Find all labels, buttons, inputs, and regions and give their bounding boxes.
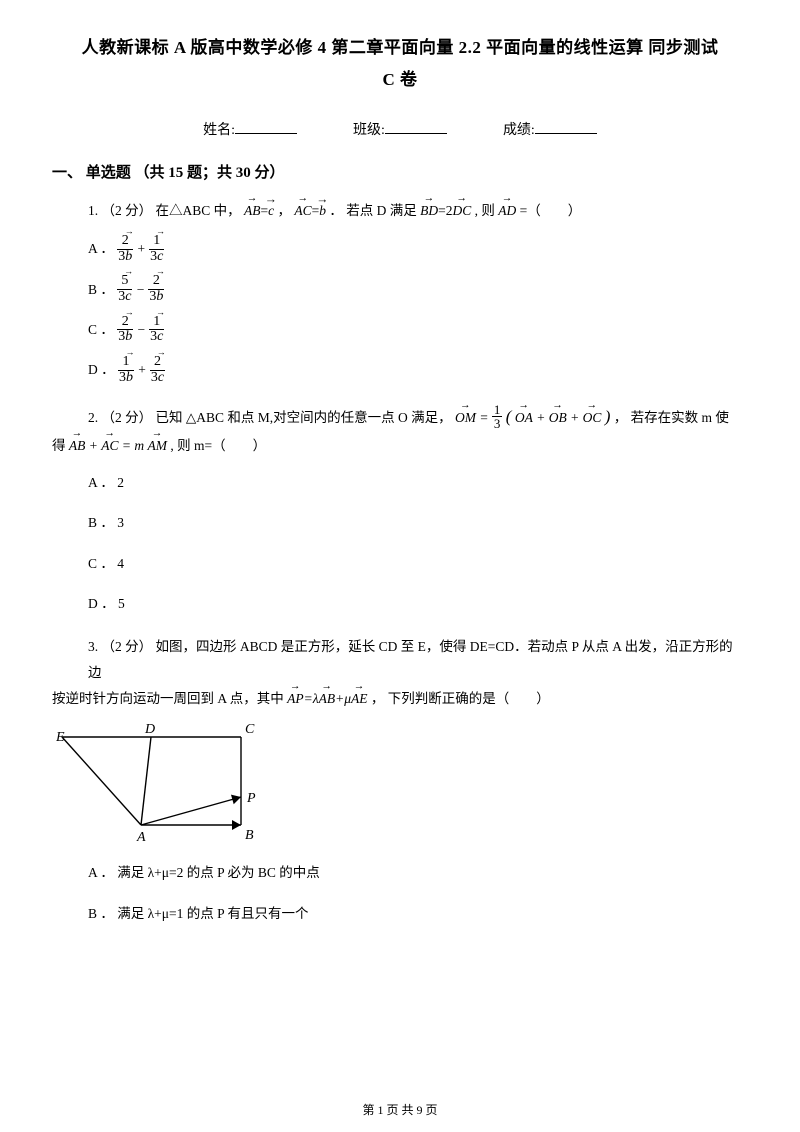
vec-AB2: AB: [69, 433, 86, 459]
q2-stem-line2: 得 AB + AC = m AM , 则 m=（ ）: [52, 433, 738, 459]
q1-k: =2: [438, 203, 452, 218]
q2-rp: ): [605, 407, 611, 426]
footer-post: 页: [423, 1103, 438, 1117]
vec-AM: AM: [148, 433, 168, 459]
svg-text:P: P: [246, 791, 256, 806]
name-blank[interactable]: [235, 120, 297, 134]
class-label: 班级:: [353, 123, 385, 138]
q1-mid: ． 若点 D 满足: [329, 203, 416, 218]
vec-OC: OC: [583, 405, 602, 431]
q2-l2-pre: 得: [52, 438, 66, 453]
q2-option-A: A ． 2: [88, 467, 738, 499]
q1-C-label: C ．: [88, 322, 114, 337]
q1-C-op: −: [137, 322, 146, 337]
footer-pre: 第: [362, 1103, 377, 1117]
vec-OM: OM: [455, 405, 476, 431]
q3-s2-pre: 按逆时针方向运动一周回到 A 点，其中: [52, 691, 284, 706]
vec-DC: DC: [453, 198, 472, 224]
q1-D-term2: →23c: [150, 355, 165, 385]
q2-plus1: +: [536, 410, 545, 425]
q2-plus3: +: [89, 438, 98, 453]
q1-sep1: ，: [278, 203, 295, 218]
vec-AP: AP: [287, 686, 304, 712]
page-footer: 第 1 页 共 9 页: [0, 1101, 800, 1118]
name-label: 姓名:: [203, 123, 235, 138]
vec-c: c: [268, 198, 274, 224]
class-blank[interactable]: [385, 120, 447, 134]
q1-option-D: D ． →13b + →23c: [88, 354, 738, 386]
svg-text:B: B: [245, 828, 254, 843]
svg-text:D: D: [144, 722, 155, 737]
q3-stem-line2: 按逆时针方向运动一周回到 A 点，其中 AP=λAB+μAE ， 下列判断正确的…: [52, 686, 738, 712]
q1-option-A: A ． →23b + →13c: [88, 233, 738, 265]
q1-stem: 1. （2 分） 在△ABC 中， AB=c ， AC=b ． 若点 D 满足 …: [88, 198, 738, 224]
q1-D-label: D ．: [88, 362, 115, 377]
q1-A-op: +: [137, 241, 146, 256]
vec-AB3: AB: [319, 686, 336, 712]
q1-option-C: C ． →23b − →13c: [88, 314, 738, 346]
q2-option-D: D ． 5: [88, 588, 738, 620]
question-1: 1. （2 分） 在△ABC 中， AB=c ， AC=b ． 若点 D 满足 …: [88, 198, 738, 387]
q1-B-label: B ．: [88, 282, 114, 297]
q1-pre: 1. （2 分） 在△ABC 中，: [88, 203, 241, 218]
vec-BD: BD: [420, 198, 438, 224]
vec-AC2: AC: [101, 433, 118, 459]
q2-l2-post: , 则 m=（ ）: [170, 438, 266, 453]
q1-end: =（ ）: [520, 203, 582, 218]
q1-C-term2: →13c: [149, 315, 164, 345]
q2-option-C: C ． 4: [88, 548, 738, 580]
q3-s2-post: ， 下列判断正确的是（ ）: [371, 691, 550, 706]
q3-eq: =λ: [304, 691, 319, 706]
q3-option-B: B ． 满足 λ+μ=1 的点 P 有且只有一个: [88, 898, 738, 930]
q1-A-term1: →23b: [117, 234, 133, 264]
q2-eq: =: [479, 410, 488, 425]
vec-b: b: [319, 198, 326, 224]
q3-stem-line1: 3. （2 分） 如图，四边形 ABCD 是正方形，延长 CD 至 E，使得 D…: [88, 634, 738, 685]
q2-mid1: 和点 M,对空间内的任意一点 O 满足，: [227, 410, 451, 425]
q3-diagram: A B C D E P: [56, 719, 281, 847]
q2-lp: (: [506, 407, 512, 426]
vec-OA: OA: [515, 405, 533, 431]
q2-eq2: = m: [122, 438, 144, 453]
q3-plus: +μ: [335, 691, 351, 706]
q1-B-term1: →53c: [117, 274, 132, 304]
title-line-2: C 卷: [382, 70, 417, 89]
q1-option-B: B ． →53c − →23b: [88, 274, 738, 306]
q2-option-B: B ． 3: [88, 507, 738, 539]
q2-stem-line1: 2. （2 分） 已知 △ABC 和点 M,对空间内的任意一点 O 满足， OM…: [88, 401, 738, 433]
vec-OB: OB: [549, 405, 567, 431]
q1-B-op: −: [136, 282, 145, 297]
q2-frac: 13: [492, 403, 503, 431]
footer-mid: 页 共: [383, 1103, 416, 1117]
q2-mid2: ， 若存在实数 m 使: [614, 410, 729, 425]
question-3: 3. （2 分） 如图，四边形 ABCD 是正方形，延长 CD 至 E，使得 D…: [52, 634, 738, 930]
svg-text:E: E: [56, 730, 65, 745]
q1-C-term1: →23b: [117, 315, 133, 345]
fill-in-row: 姓名: 班级: 成绩:: [52, 119, 748, 139]
section-heading: 一、 单选题 （共 15 题；共 30 分）: [52, 161, 748, 182]
q3-option-A: A ． 满足 λ+μ=2 的点 P 必为 BC 的中点: [88, 857, 738, 889]
vec-AD: AD: [498, 198, 516, 224]
q1-tail: , 则: [475, 203, 495, 218]
q2-plus2: +: [570, 410, 579, 425]
vec-AB: AB: [244, 198, 261, 224]
vec-AC: AC: [294, 198, 311, 224]
svg-text:C: C: [245, 722, 255, 737]
question-2: 2. （2 分） 已知 △ABC 和点 M,对空间内的任意一点 O 满足， OM…: [52, 401, 738, 621]
q1-D-term1: →13b: [118, 355, 134, 385]
score-label: 成绩:: [503, 123, 535, 138]
score-blank[interactable]: [535, 120, 597, 134]
q1-A-label: A ．: [88, 241, 114, 256]
q1-D-op: +: [137, 362, 146, 377]
vec-AE: AE: [351, 686, 368, 712]
exam-title: 人教新课标 A 版高中数学必修 4 第二章平面向量 2.2 平面向量的线性运算 …: [52, 32, 748, 97]
q1-A-term2: →13c: [149, 234, 164, 264]
svg-text:A: A: [136, 830, 146, 845]
title-line-1: 人教新课标 A 版高中数学必修 4 第二章平面向量 2.2 平面向量的线性运算 …: [82, 38, 719, 57]
q2-triangle: △ABC: [186, 410, 224, 425]
q1-B-term2: →23b: [148, 274, 164, 304]
page: 人教新课标 A 版高中数学必修 4 第二章平面向量 2.2 平面向量的线性运算 …: [0, 0, 800, 1132]
q2-pre: 2. （2 分） 已知: [88, 410, 183, 425]
